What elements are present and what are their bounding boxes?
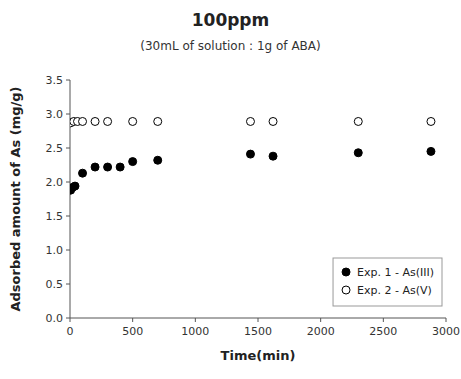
y-tick-label: 0.5 [46,278,64,291]
y-tick-label: 2.0 [46,176,64,189]
series [70,147,435,194]
legend-label: Exp. 2 - As(V) [357,284,432,297]
y-tick [66,284,70,285]
point [129,117,137,125]
x-tick [258,318,259,322]
legend-box [333,258,442,306]
point [354,149,362,157]
y-tick [66,216,70,217]
x-axis-label: Time(min) [221,348,296,363]
point [116,163,124,171]
x-tick [320,318,321,322]
plot-area [70,117,435,194]
legend-label: Exp. 1 - As(III) [357,266,434,279]
x-tick [195,318,196,322]
point [154,117,162,125]
point [104,117,112,125]
legend-marker [342,286,350,294]
y-tick-label: 0.0 [46,312,64,325]
y-tick-label: 1.5 [46,210,64,223]
title: 100ppm [192,10,270,30]
point [427,117,435,125]
x-tick-label: 2500 [369,325,397,338]
point [246,150,254,158]
y-tick [66,80,70,81]
point [129,158,137,166]
point [427,147,435,155]
y-tick [66,182,70,183]
chart: 100ppm (30mL of solution : 1g of ABA) 0 500… [0,0,461,379]
y-tick [66,250,70,251]
point [246,117,254,125]
point [269,152,277,160]
point [91,117,99,125]
y-tick-label: 2.5 [46,142,64,155]
y-tick [66,114,70,115]
x-tick [132,318,133,322]
x-tick-label: 500 [122,325,143,338]
point [71,182,79,190]
x-tick [70,318,71,322]
x-tick-label: 0 [67,325,74,338]
legend-marker [342,268,350,276]
y-tick-label: 3.0 [46,108,64,121]
point [79,117,87,125]
point [104,163,112,171]
legend: Exp. 1 - As(III) Exp. 2 - As(V) [333,258,442,306]
x-tick-label: 1500 [244,325,272,338]
point [79,169,87,177]
y-axis-line [70,80,71,318]
subtitle: (30mL of solution : 1g of ABA) [140,39,321,53]
y-tick [66,318,70,319]
point [154,156,162,164]
point [91,163,99,171]
y-axis-label: Adsorbed amount of As (mg/g) [8,86,23,311]
x-tick [383,318,384,322]
point [269,117,277,125]
point [354,117,362,125]
x-tick-label: 3000 [432,325,460,338]
x-tick-label: 1000 [181,325,209,338]
y-tick [66,148,70,149]
axes: 0 500 1000 1500 2000 2500 3000 0.0 0.5 1.0 1.5 2.0 2… [46,74,461,338]
x-tick-label: 2000 [307,325,335,338]
x-tick [446,318,447,322]
y-tick-label: 3.5 [46,74,64,87]
y-tick-label: 1.0 [46,244,64,257]
series [70,117,435,126]
